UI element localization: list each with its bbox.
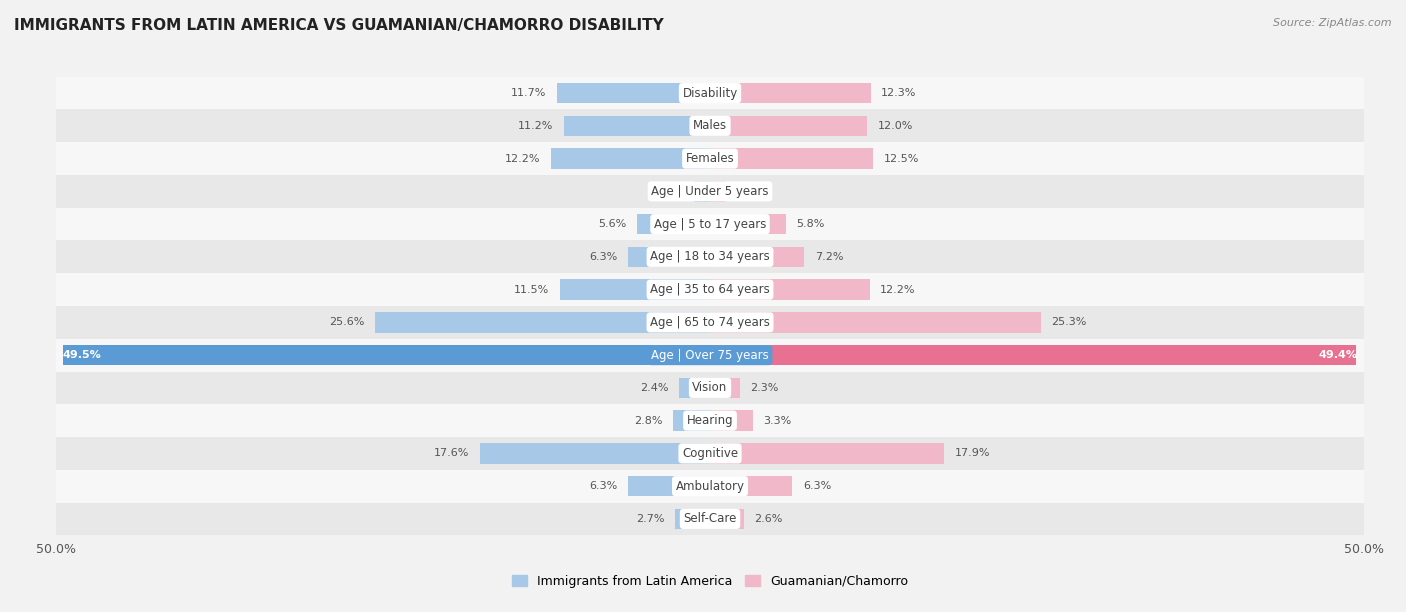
Bar — [710, 509, 744, 529]
Bar — [56, 470, 1364, 502]
Text: 5.8%: 5.8% — [796, 219, 825, 229]
Bar — [710, 181, 725, 201]
Text: 12.3%: 12.3% — [882, 88, 917, 98]
Bar — [710, 345, 1355, 365]
Text: 5.6%: 5.6% — [598, 219, 626, 229]
Bar — [675, 509, 710, 529]
Bar — [557, 83, 710, 103]
Text: Males: Males — [693, 119, 727, 132]
Bar — [479, 443, 710, 463]
Text: Age | 18 to 34 years: Age | 18 to 34 years — [650, 250, 770, 263]
Bar — [56, 371, 1364, 405]
Text: 12.0%: 12.0% — [877, 121, 912, 131]
Text: 6.3%: 6.3% — [589, 481, 617, 491]
Bar — [564, 116, 710, 136]
Text: Source: ZipAtlas.com: Source: ZipAtlas.com — [1274, 18, 1392, 28]
Bar — [673, 411, 710, 431]
Bar — [56, 175, 1364, 207]
Bar — [710, 247, 804, 267]
Text: Age | Over 75 years: Age | Over 75 years — [651, 349, 769, 362]
Text: Age | 5 to 17 years: Age | 5 to 17 years — [654, 218, 766, 231]
Bar — [56, 306, 1364, 339]
Bar — [56, 273, 1364, 306]
Text: 6.3%: 6.3% — [803, 481, 831, 491]
Text: 2.7%: 2.7% — [636, 514, 664, 524]
Text: Hearing: Hearing — [686, 414, 734, 427]
Text: 49.5%: 49.5% — [63, 350, 101, 360]
Bar — [560, 280, 710, 300]
Bar — [710, 116, 868, 136]
Bar — [56, 339, 1364, 371]
Text: Ambulatory: Ambulatory — [675, 480, 745, 493]
Bar — [679, 378, 710, 398]
Text: 25.6%: 25.6% — [329, 318, 364, 327]
Bar — [56, 405, 1364, 437]
Text: Females: Females — [686, 152, 734, 165]
Text: 12.2%: 12.2% — [880, 285, 915, 294]
Text: Self-Care: Self-Care — [683, 512, 737, 526]
Bar — [710, 378, 740, 398]
Bar — [56, 437, 1364, 470]
Text: 17.6%: 17.6% — [434, 449, 470, 458]
Text: Disability: Disability — [682, 86, 738, 100]
Legend: Immigrants from Latin America, Guamanian/Chamorro: Immigrants from Latin America, Guamanian… — [508, 570, 912, 593]
Text: 1.2%: 1.2% — [655, 187, 683, 196]
Text: 7.2%: 7.2% — [814, 252, 844, 262]
Bar — [56, 207, 1364, 241]
Text: 1.2%: 1.2% — [737, 187, 765, 196]
Text: 11.7%: 11.7% — [512, 88, 547, 98]
Bar — [710, 443, 943, 463]
Text: Cognitive: Cognitive — [682, 447, 738, 460]
Text: Age | Under 5 years: Age | Under 5 years — [651, 185, 769, 198]
Bar — [56, 110, 1364, 142]
Bar — [710, 411, 754, 431]
Text: Age | 65 to 74 years: Age | 65 to 74 years — [650, 316, 770, 329]
Bar — [56, 241, 1364, 273]
Text: 2.8%: 2.8% — [634, 416, 664, 425]
Text: 12.5%: 12.5% — [884, 154, 920, 163]
Text: 11.5%: 11.5% — [515, 285, 550, 294]
Bar — [637, 214, 710, 234]
Text: IMMIGRANTS FROM LATIN AMERICA VS GUAMANIAN/CHAMORRO DISABILITY: IMMIGRANTS FROM LATIN AMERICA VS GUAMANI… — [14, 18, 664, 34]
Bar — [710, 214, 786, 234]
Text: 6.3%: 6.3% — [589, 252, 617, 262]
Bar — [375, 312, 710, 332]
Bar — [627, 476, 710, 496]
Bar — [627, 247, 710, 267]
Bar — [56, 76, 1364, 110]
Text: 12.2%: 12.2% — [505, 154, 540, 163]
Bar — [710, 476, 793, 496]
Bar — [56, 142, 1364, 175]
Text: 2.4%: 2.4% — [640, 383, 668, 393]
Text: 11.2%: 11.2% — [517, 121, 553, 131]
Text: 3.3%: 3.3% — [763, 416, 792, 425]
Text: 49.4%: 49.4% — [1319, 350, 1357, 360]
Text: 2.3%: 2.3% — [751, 383, 779, 393]
Bar — [551, 149, 710, 169]
Bar — [56, 502, 1364, 536]
Bar — [695, 181, 710, 201]
Text: Age | 35 to 64 years: Age | 35 to 64 years — [650, 283, 770, 296]
Text: 25.3%: 25.3% — [1052, 318, 1087, 327]
Text: Vision: Vision — [692, 381, 728, 394]
Bar — [710, 149, 873, 169]
Bar — [63, 345, 710, 365]
Text: 2.6%: 2.6% — [755, 514, 783, 524]
Bar — [710, 280, 869, 300]
Bar — [710, 83, 870, 103]
Bar — [710, 312, 1040, 332]
Text: 17.9%: 17.9% — [955, 449, 990, 458]
